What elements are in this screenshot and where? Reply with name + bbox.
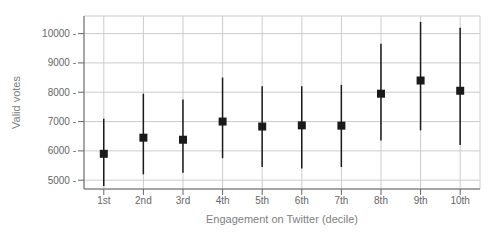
svg-text:3rd: 3rd — [176, 195, 190, 206]
svg-text:8000 -: 8000 - — [48, 87, 76, 98]
svg-text:1st: 1st — [97, 195, 111, 206]
svg-text:Engagement on Twitter (decile): Engagement on Twitter (decile) — [206, 213, 358, 225]
svg-text:Valid votes: Valid votes — [10, 76, 22, 129]
svg-text:5000 -: 5000 - — [48, 175, 76, 186]
svg-text:5th: 5th — [255, 195, 269, 206]
svg-text:10th: 10th — [450, 195, 469, 206]
svg-text:2nd: 2nd — [135, 195, 152, 206]
svg-text:7000 -: 7000 - — [48, 116, 76, 127]
svg-text:6000 -: 6000 - — [48, 145, 76, 156]
svg-text:10000 -: 10000 - — [42, 28, 76, 39]
svg-text:6th: 6th — [295, 195, 309, 206]
svg-text:4th: 4th — [216, 195, 230, 206]
svg-text:9000 -: 9000 - — [48, 57, 76, 68]
svg-text:8th: 8th — [374, 195, 388, 206]
svg-text:7th: 7th — [334, 195, 348, 206]
svg-text:9th: 9th — [414, 195, 428, 206]
